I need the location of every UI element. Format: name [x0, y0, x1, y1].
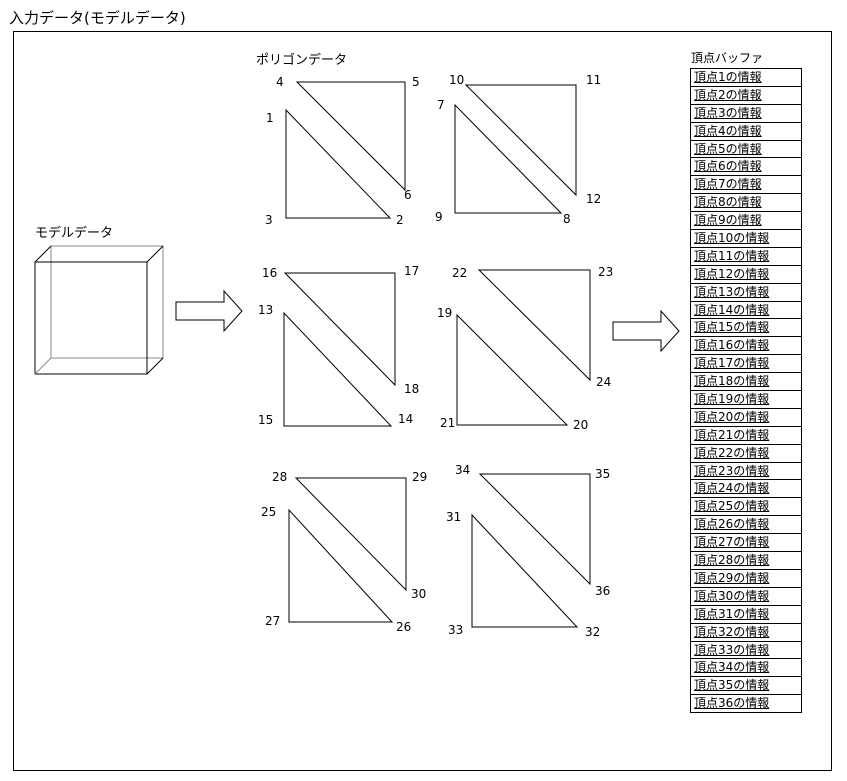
buffer-row: 頂点29の情報 [690, 569, 802, 588]
buffer-row: 頂点7の情報 [690, 176, 802, 195]
vertex-number-27: 27 [265, 614, 281, 628]
buffer-row: 頂点20の情報 [690, 408, 802, 427]
vertex-number-29: 29 [412, 470, 428, 484]
vertex-number-21: 21 [440, 416, 456, 430]
vertex-number-24: 24 [596, 375, 612, 389]
buffer-row: 頂点25の情報 [690, 498, 802, 517]
buffer-row: 頂点34の情報 [690, 659, 802, 678]
diagram-frame [13, 31, 832, 771]
buffer-row: 頂点15の情報 [690, 319, 802, 338]
polygon-data-label: ポリゴンデータ [256, 53, 348, 68]
vertex-number-4: 4 [276, 75, 284, 89]
vertex-number-16: 16 [262, 266, 278, 280]
buffer-row: 頂点6の情報 [690, 158, 802, 177]
buffer-row: 頂点5の情報 [690, 140, 802, 159]
buffer-row: 頂点33の情報 [690, 641, 802, 660]
buffer-row: 頂点21の情報 [690, 426, 802, 445]
triangle-4 [464, 84, 577, 197]
buffer-row: 頂点19の情報 [690, 391, 802, 409]
vertex-number-2: 2 [396, 213, 404, 227]
triangle-10 [294, 477, 407, 592]
vertex-number-32: 32 [585, 625, 601, 639]
vertex-number-6: 6 [404, 188, 412, 202]
buffer-row: 頂点1の情報 [690, 69, 802, 87]
vertex-number-9: 9 [435, 210, 443, 224]
triangle-9 [288, 508, 394, 623]
vertex-number-30: 30 [411, 587, 427, 601]
triangle-3 [454, 103, 563, 214]
buffer-row: 頂点9の情報 [690, 212, 802, 231]
buffer-row: 頂点26の情報 [690, 516, 802, 535]
vertex-number-5: 5 [412, 75, 420, 89]
cube-wireframe [34, 245, 164, 375]
vertex-number-10: 10 [449, 73, 465, 87]
vertex-number-15: 15 [258, 413, 274, 427]
buffer-row: 頂点2の情報 [690, 86, 802, 105]
buffer-row: 頂点31の情報 [690, 605, 802, 624]
triangle-2 [295, 81, 406, 192]
page-title: 入力データ(モデルデータ) [9, 9, 186, 27]
triangle-5 [283, 311, 393, 427]
buffer-row: 頂点27の情報 [690, 534, 802, 553]
vertex-number-19: 19 [437, 306, 453, 320]
vertex-number-23: 23 [598, 265, 614, 279]
triangle-7 [456, 313, 569, 426]
buffer-row: 頂点8の情報 [690, 194, 802, 213]
buffer-row: 頂点35の情報 [690, 677, 802, 696]
buffer-row: 頂点16の情報 [690, 337, 802, 356]
triangle-8 [477, 269, 591, 382]
vertex-number-34: 34 [455, 463, 471, 477]
buffer-row: 頂点30の情報 [690, 587, 802, 606]
buffer-row: 頂点13の情報 [690, 283, 802, 302]
buffer-row: 頂点14の情報 [690, 301, 802, 320]
vertex-number-31: 31 [446, 510, 462, 524]
vertex-buffer-label: 頂点バッファ [691, 51, 764, 65]
vertex-number-3: 3 [265, 213, 273, 227]
buffer-row: 頂点18の情報 [690, 373, 802, 392]
buffer-row: 頂点3の情報 [690, 104, 802, 123]
triangle-1 [285, 108, 392, 219]
triangle-6 [283, 272, 396, 387]
buffer-row: 頂点11の情報 [690, 247, 802, 266]
triangle-12 [478, 473, 591, 586]
buffer-row: 頂点28の情報 [690, 552, 802, 570]
buffer-row: 頂点10の情報 [690, 230, 802, 248]
vertex-number-14: 14 [398, 412, 414, 426]
vertex-number-20: 20 [573, 418, 589, 432]
vertex-number-7: 7 [437, 98, 445, 112]
buffer-row: 頂点4の情報 [690, 122, 802, 141]
arrow-right-2 [612, 309, 680, 353]
model-data-label: モデルデータ [35, 226, 114, 241]
vertex-number-25: 25 [261, 505, 277, 519]
vertex-number-33: 33 [448, 623, 464, 637]
vertex-number-35: 35 [595, 467, 611, 481]
vertex-number-8: 8 [563, 212, 571, 226]
buffer-row: 頂点12の情報 [690, 265, 802, 284]
vertex-number-11: 11 [586, 73, 602, 87]
buffer-row: 頂点24の情報 [690, 480, 802, 499]
vertex-number-22: 22 [452, 266, 468, 280]
arrow-right-1 [175, 289, 243, 333]
vertex-number-36: 36 [595, 584, 611, 598]
buffer-row: 頂点32の情報 [690, 623, 802, 642]
vertex-number-13: 13 [258, 303, 274, 317]
vertex-number-12: 12 [586, 192, 602, 206]
triangle-11 [471, 513, 579, 628]
buffer-row: 頂点17の情報 [690, 355, 802, 374]
vertex-number-1: 1 [266, 111, 274, 125]
vertex-buffer: 頂点1の情報 頂点2の情報 頂点3の情報 頂点4の情報 頂点5の情報 頂点6の情報 頂点7の… [690, 68, 802, 714]
vertex-number-17: 17 [404, 264, 420, 278]
buffer-row: 頂点23の情報 [690, 462, 802, 481]
vertex-number-18: 18 [404, 382, 420, 396]
vertex-number-26: 26 [396, 620, 412, 634]
vertex-number-28: 28 [272, 470, 288, 484]
buffer-row: 頂点22の情報 [690, 444, 802, 463]
buffer-row: 頂点36の情報 [690, 695, 802, 714]
